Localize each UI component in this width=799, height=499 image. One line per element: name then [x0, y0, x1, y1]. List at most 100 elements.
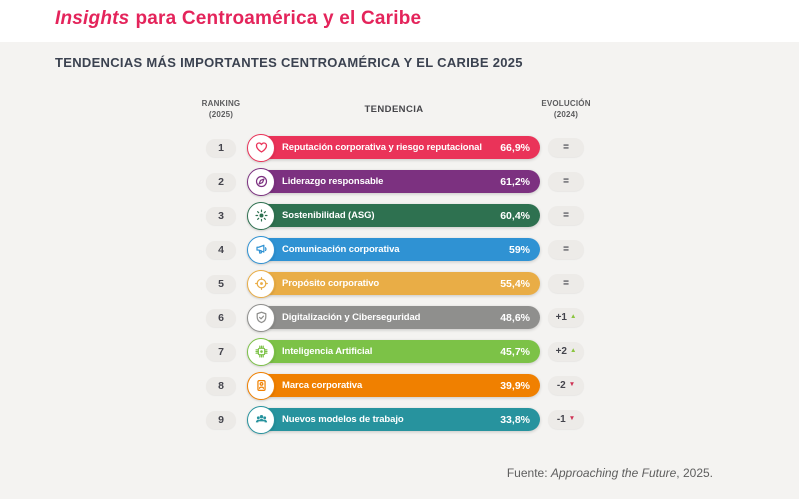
title-brand: Insights	[55, 8, 130, 29]
people-icon	[247, 405, 275, 434]
content-panel: TENDENCIAS MÁS IMPORTANTES CENTROAMÉRICA…	[0, 42, 799, 499]
rank-cell: 6	[196, 308, 246, 327]
evolution-pill: =	[548, 206, 584, 225]
evolution-arrow: ▲	[569, 347, 577, 355]
page-title: Insights para Centroamérica y el Caribe	[55, 8, 421, 30]
evolution-cell: =	[538, 274, 594, 293]
trend-bar: Nuevos modelos de trabajo 33,8%	[247, 405, 540, 434]
trend-row: 8 Marca corporativa 39,9% -2 ▼	[0, 371, 594, 400]
evolution-pill: +2 ▲	[548, 342, 584, 361]
trend-value: 59%	[508, 243, 530, 256]
rank-pill: 8	[206, 376, 236, 395]
trend-value: 55,4%	[500, 277, 530, 290]
evolution-text: +2	[555, 346, 567, 357]
trend-row: 2 Liderazgo responsable 61,2% =	[0, 167, 594, 196]
rank-pill: 5	[206, 274, 236, 293]
rank-cell: 5	[196, 274, 246, 293]
chip-icon	[247, 337, 275, 366]
evolution-text: =	[563, 142, 569, 153]
target-icon	[247, 269, 275, 298]
evolution-pill: -1 ▼	[548, 410, 584, 429]
source-suffix: , 2025.	[676, 466, 713, 480]
trend-label: Liderazgo responsable	[282, 176, 384, 187]
trend-bar: Comunicación corporativa 59%	[247, 235, 540, 264]
trend-value: 33,8%	[500, 413, 530, 426]
trend-row: 4 Comunicación corporativa 59% =	[0, 235, 594, 264]
evolution-cell: -1 ▼	[538, 410, 594, 429]
evolution-text: =	[563, 244, 569, 255]
trend-bar: Sostenibilidad (ASG) 60,4%	[247, 201, 540, 230]
trend-row: 6 Digitalización y Ciberseguridad 48,6% …	[0, 303, 594, 332]
trend-bar: Reputación corporativa y riesgo reputaci…	[247, 133, 540, 162]
trend-value: 39,9%	[500, 379, 530, 392]
evolution-arrow: ▼	[568, 381, 576, 389]
trend-bar: Inteligencia Artificial 45,7%	[247, 337, 540, 366]
trend-bar: Marca corporativa 39,9%	[247, 371, 540, 400]
rank-cell: 9	[196, 410, 246, 429]
evolution-pill: +1 ▲	[548, 308, 584, 327]
trend-label: Marca corporativa	[282, 380, 363, 391]
trend-value: 66,9%	[500, 141, 530, 154]
rank-pill: 6	[206, 308, 236, 327]
chart-heading: TENDENCIAS MÁS IMPORTANTES CENTROAMÉRICA…	[55, 55, 523, 70]
heart-icon	[247, 133, 275, 162]
sun-icon	[247, 201, 275, 230]
evolution-cell: =	[538, 172, 594, 191]
trend-bar: Digitalización y Ciberseguridad 48,6%	[247, 303, 540, 332]
rank-pill: 3	[206, 206, 236, 225]
evolution-pill: =	[548, 274, 584, 293]
column-ranking-year: (2025)	[208, 109, 234, 119]
trend-row: 5 Propósito corporativo 55,4% =	[0, 269, 594, 298]
trend-row: 7 Inteligencia Artificial 45,7% +2 ▲	[0, 337, 594, 366]
evolution-pill: =	[548, 240, 584, 259]
trend-value: 48,6%	[500, 311, 530, 324]
rank-pill: 9	[206, 410, 236, 429]
trend-value: 45,7%	[500, 345, 530, 358]
rank-pill: 4	[206, 240, 236, 259]
rank-pill: 7	[206, 342, 236, 361]
trend-value: 61,2%	[500, 175, 530, 188]
rank-cell: 4	[196, 240, 246, 259]
trend-row: 3 Sostenibilidad (ASG) 60,4% =	[0, 201, 594, 230]
rank-cell: 8	[196, 376, 246, 395]
compass-icon	[247, 167, 275, 196]
evolution-pill: -2 ▼	[548, 376, 584, 395]
evolution-cell: -2 ▼	[538, 376, 594, 395]
source-prefix: Fuente:	[506, 466, 551, 480]
evolution-arrow: ▲	[569, 313, 577, 321]
rank-pill: 1	[206, 138, 236, 157]
column-trend: TENDENCIA	[364, 104, 424, 115]
trend-label: Digitalización y Ciberseguridad	[282, 312, 421, 323]
evolution-arrow: ▼	[568, 415, 576, 423]
evolution-text: -2	[556, 380, 566, 391]
evolution-text: -1	[556, 414, 566, 425]
evolution-cell: +2 ▲	[538, 342, 594, 361]
evolution-text: =	[563, 278, 569, 289]
trend-row: 1 Reputación corporativa y riesgo reputa…	[0, 133, 594, 162]
trend-value: 60,4%	[500, 209, 530, 222]
trend-row: 9 Nuevos modelos de trabajo 33,8% -1 ▼	[0, 405, 594, 434]
rank-cell: 7	[196, 342, 246, 361]
trend-list: 1 Reputación corporativa y riesgo reputa…	[0, 133, 594, 442]
column-ranking-label: RANKING	[201, 99, 241, 108]
source-title: Approaching the Future	[550, 466, 677, 480]
column-evolution-year: (2024)	[553, 109, 579, 119]
trend-label: Sostenibilidad (ASG)	[282, 210, 375, 221]
shield-check-icon	[247, 303, 275, 332]
trend-label: Comunicación corporativa	[282, 244, 400, 255]
megaphone-icon	[247, 235, 275, 264]
trend-label: Propósito corporativo	[282, 278, 380, 289]
evolution-text: =	[563, 210, 569, 221]
rank-cell: 1	[196, 138, 246, 157]
source-note: Fuente: Approaching the Future, 2025.	[507, 466, 713, 480]
rank-pill: 2	[206, 172, 236, 191]
rank-cell: 3	[196, 206, 246, 225]
evolution-text: +1	[555, 312, 567, 323]
title-rest: para Centroamérica y el Caribe	[135, 8, 422, 29]
column-ranking: RANKING (2025)	[196, 99, 246, 121]
rank-cell: 2	[196, 172, 246, 191]
evolution-cell: =	[538, 240, 594, 259]
evolution-cell: =	[538, 206, 594, 225]
trend-bar: Liderazgo responsable 61,2%	[247, 167, 540, 196]
